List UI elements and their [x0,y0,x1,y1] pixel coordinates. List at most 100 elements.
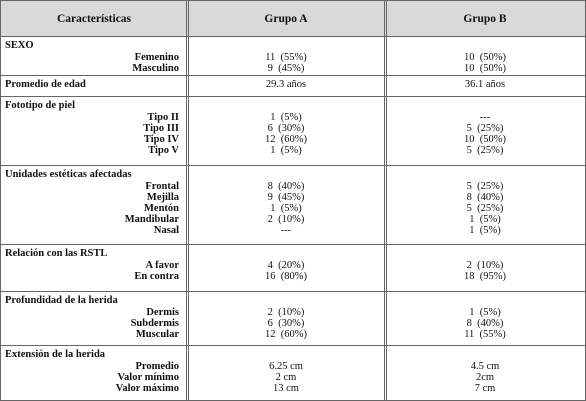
column-divider [186,0,187,400]
group-a-value: 11 (55%) [265,52,307,63]
group-b-value: 5 (25%) [466,123,504,134]
row-label: Femenino [134,52,179,63]
group-b-value: 10 (50%) [464,63,506,74]
section-title: Promedio de edad [5,79,86,90]
row-label: Tipo IV [143,134,179,145]
group-b-value: 2 (10%) [466,260,504,271]
group-a-value: 2 cm [275,372,297,383]
group-a-value: 1 (5%) [270,203,302,214]
group-a-value: 8 (40%) [267,181,305,192]
group-a-value: 6 (30%) [267,123,305,134]
row-label: Promedio [135,361,179,372]
empty-cell [187,248,385,259]
group-a-value: 1 (5%) [270,112,302,123]
section: Fototipo de piel Tipo II 1 (5%) --- Tipo III… [1,96,585,165]
group-a-value: --- [280,225,292,236]
row-label: Dermis [146,307,179,318]
section: SEXO Femenino 11 (55%) 10 (50%) Masculino 9 (… [1,36,585,75]
row-label: Mejilla [146,192,179,203]
group-b-value: 10 (50%) [464,52,506,63]
group-a-value: 9 (45%) [267,192,305,203]
empty-cell [187,295,385,306]
data-row: Valor mínimo 2 cm 2cm [1,372,585,383]
column-divider [188,0,189,400]
group-b-value: 7 cm [474,383,496,394]
row-label: Frontal [145,181,179,192]
data-row: Masculino 9 (45%) 10 (50%) [1,63,585,74]
group-b-value: 36.1 años [464,79,506,90]
group-b-value: 18 (95%) [464,271,506,282]
data-row: Tipo III 6 (30%) 5 (25%) [1,123,585,134]
section: Profundidad de la herida Dermis 2 (10%) 1 (… [1,291,585,345]
group-a-value: 4 (20%) [267,260,305,271]
section: Unidades estéticas afectadas Frontal 8 (40… [1,165,585,244]
data-row: Mentón 1 (5%) 5 (25%) [1,203,585,214]
section-title: Profundidad de la herida [5,295,118,306]
data-row: Frontal 8 (40%) 5 (25%) [1,181,585,192]
data-row: Tipo V 1 (5%) 5 (25%) [1,145,585,156]
group-b-value: 10 (50%) [464,134,506,145]
section: Relación con las RSTL A favor 4 (20%) 2 (10… [1,244,585,291]
empty-cell [385,349,585,360]
group-a-value: 12 (60%) [265,329,307,340]
row-label: Mentón [144,203,179,214]
column-divider [386,0,387,400]
header-cell: Grupo A [264,12,308,25]
section-title-row: Profundidad de la herida [1,295,585,306]
data-row: Femenino 11 (55%) 10 (50%) [1,52,585,63]
data-row: Dermis 2 (10%) 1 (5%) [1,307,585,318]
section-title: Unidades estéticas afectadas [5,169,132,180]
header-cell: Grupo B [463,12,507,25]
data-row: Nasal --- 1 (5%) [1,225,585,236]
table-body: SEXO Femenino 11 (55%) 10 (50%) Masculino 9 (… [1,36,585,400]
empty-cell [187,169,385,180]
empty-cell [385,100,585,111]
row-label: Valor mínimo [117,372,179,383]
group-a-value: 16 (80%) [265,271,307,282]
group-b-value: 4.5 cm [470,361,500,372]
group-a-value: 29.3 años [265,79,307,90]
data-row: Tipo II 1 (5%) --- [1,112,585,123]
group-b-value: 1 (5%) [469,307,501,318]
row-label: Tipo III [143,123,179,134]
section-title-row: Promedio de edad 29.3 años 36.1 años [1,79,585,90]
row-label: Muscular [135,329,179,340]
section-title-row: Unidades estéticas afectadas [1,169,585,180]
group-b-value: 1 (5%) [469,225,501,236]
data-row: Muscular 12 (60%) 11 (55%) [1,329,585,340]
group-a-value: 12 (60%) [265,134,307,145]
data-row: Subdermis 6 (30%) 8 (40%) [1,318,585,329]
data-row: Valor máximo 13 cm 7 cm [1,383,585,394]
data-row: A favor 4 (20%) 2 (10%) [1,260,585,271]
row-label: A favor [145,260,179,271]
empty-cell [187,40,385,51]
row-label: Masculino [132,63,179,74]
empty-cell [385,295,585,306]
group-b-value: 5 (25%) [466,181,504,192]
row-label: Subdermis [130,318,179,329]
data-row: Mandibular 2 (10%) 1 (5%) [1,214,585,225]
section-title: Relación con las RSTL [5,248,108,259]
row-label: Tipo V [148,145,179,156]
section-title-row: Extensión de la herida [1,349,585,360]
row-label: En contra [134,271,179,282]
group-b-value: 8 (40%) [466,318,504,329]
row-label: Valor máximo [115,383,179,394]
row-label: Nasal [153,225,179,236]
section-title: Extensión de la herida [5,349,106,360]
empty-cell [385,248,585,259]
empty-cell [187,100,385,111]
group-a-value: 2 (10%) [267,307,305,318]
group-b-value: 2cm [475,372,495,383]
section-title: SEXO [5,40,34,51]
group-a-value: 6 (30%) [267,318,305,329]
header-row: Características Grupo A Grupo B [1,0,585,36]
group-b-value: 8 (40%) [466,192,504,203]
group-b-value: --- [479,112,491,123]
group-b-value: 1 (5%) [469,214,501,225]
group-a-value: 13 cm [273,383,299,394]
group-a-value: 2 (10%) [267,214,305,225]
group-b-value: 5 (25%) [466,203,504,214]
empty-cell [385,40,585,51]
